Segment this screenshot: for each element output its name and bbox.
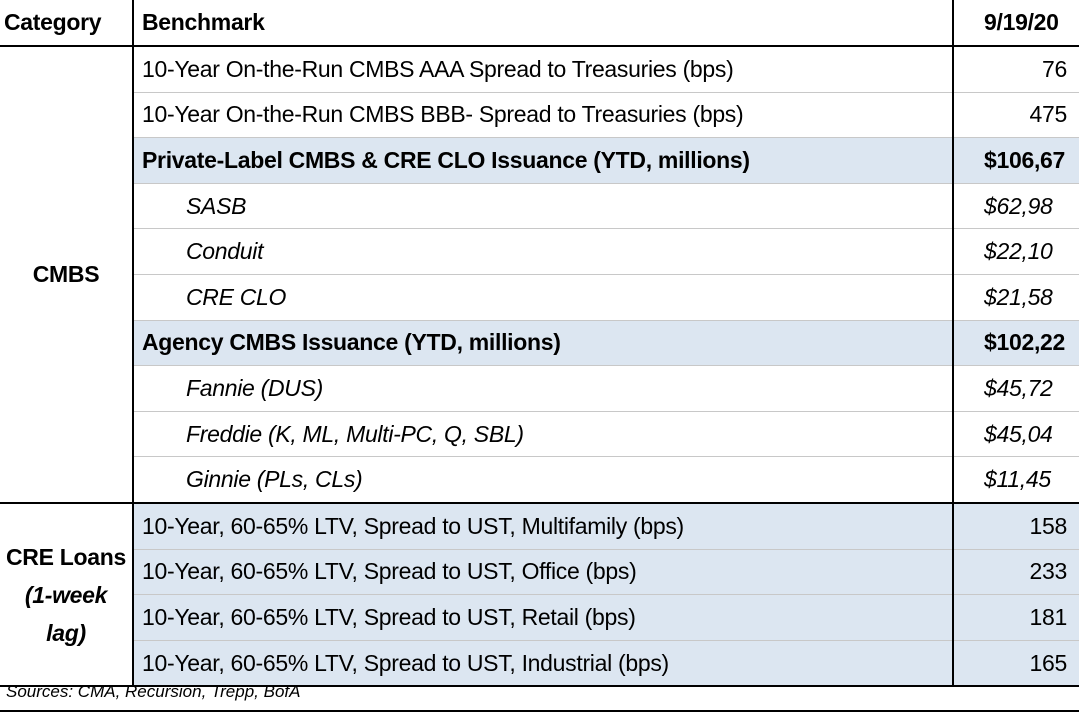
row: Ginnie (PLs, CLs) $11,45 <box>0 456 1079 504</box>
benchmark: Freddie (K, ML, Multi-PC, Q, SBL) <box>133 411 953 458</box>
row: Freddie (K, ML, Multi-PC, Q, SBL) $45,04 <box>0 411 1079 458</box>
benchmark: Private-Label CMBS & CRE CLO Issuance (Y… <box>133 137 953 184</box>
row: 10-Year, 60-65% LTV, Spread to UST, Offi… <box>0 549 1079 596</box>
value: 165 <box>952 640 1079 688</box>
row: CRE Loans (1-week lag) 10-Year, 60-65% L… <box>0 502 1079 688</box>
row: Private-Label CMBS & CRE CLO Issuance (Y… <box>0 137 1079 184</box>
value: $45,04 <box>952 411 1079 458</box>
row: Fannie (DUS) $45,72 <box>0 365 1079 412</box>
benchmark: 10-Year On-the-Run CMBS BBB- Spread to T… <box>133 92 953 139</box>
row: 10-Year, 60-65% LTV, Spread to UST, Indu… <box>0 640 1079 688</box>
benchmark: 10-Year, 60-65% LTV, Spread to UST, Offi… <box>133 549 953 596</box>
benchmark: 10-Year, 60-65% LTV, Spread to UST, Mult… <box>133 502 953 550</box>
value: 181 <box>952 594 1079 641</box>
benchmark: SASB <box>133 183 953 230</box>
value: $21,58 <box>952 274 1079 321</box>
value: $106,67 <box>952 137 1079 184</box>
header-cell: Category <box>0 0 134 47</box>
benchmark-table: Category Benchmark 9/19/20 CMBS 10-Year … <box>0 0 1079 688</box>
row: CRE CLO $21,58 <box>0 274 1079 321</box>
category-name: CRE Loans <box>6 543 126 570</box>
value: $62,98 <box>952 183 1079 230</box>
benchmark: Fannie (DUS) <box>133 365 953 412</box>
value: 158 <box>952 502 1079 550</box>
benchmark: 10-Year, 60-65% LTV, Spread to UST, Reta… <box>133 594 953 641</box>
row: Conduit $22,10 <box>0 228 1079 275</box>
benchmark: Agency CMBS Issuance (YTD, millions) <box>133 320 953 367</box>
row: 10-Year On-the-Run CMBS BBB- Spread to T… <box>0 92 1079 139</box>
benchmark: 10-Year On-the-Run CMBS AAA Spread to Tr… <box>133 46 953 93</box>
header-cell: 9/19/20 <box>952 0 1079 47</box>
value: $22,10 <box>952 228 1079 275</box>
benchmark: 10-Year, 60-65% LTV, Spread to UST, Indu… <box>133 640 953 688</box>
category-label: CMBS <box>0 46 134 504</box>
value: 475 <box>952 92 1079 139</box>
value: $102,22 <box>952 320 1079 367</box>
header-cell: Benchmark <box>133 0 953 47</box>
row: SASB $62,98 <box>0 183 1079 230</box>
category-label: CRE Loans (1-week lag) <box>0 502 134 688</box>
benchmark: Ginnie (PLs, CLs) <box>133 456 953 504</box>
row: Agency CMBS Issuance (YTD, millions) $10… <box>0 320 1079 367</box>
benchmark: Conduit <box>133 228 953 275</box>
bottom-rule <box>0 710 1079 712</box>
value: $45,72 <box>952 365 1079 412</box>
benchmark: CRE CLO <box>133 274 953 321</box>
category-note: (1-week lag) <box>24 581 108 646</box>
row: CMBS 10-Year On-the-Run CMBS AAA Spread … <box>0 46 1079 504</box>
value: 76 <box>952 46 1079 93</box>
row: 10-Year, 60-65% LTV, Spread to UST, Reta… <box>0 594 1079 641</box>
value: $11,45 <box>952 456 1079 504</box>
value: 233 <box>952 549 1079 596</box>
header-row: Category Benchmark 9/19/20 <box>0 0 1079 47</box>
footer: Sources: CMA, Recursion, Trepp, BofA <box>6 682 301 701</box>
